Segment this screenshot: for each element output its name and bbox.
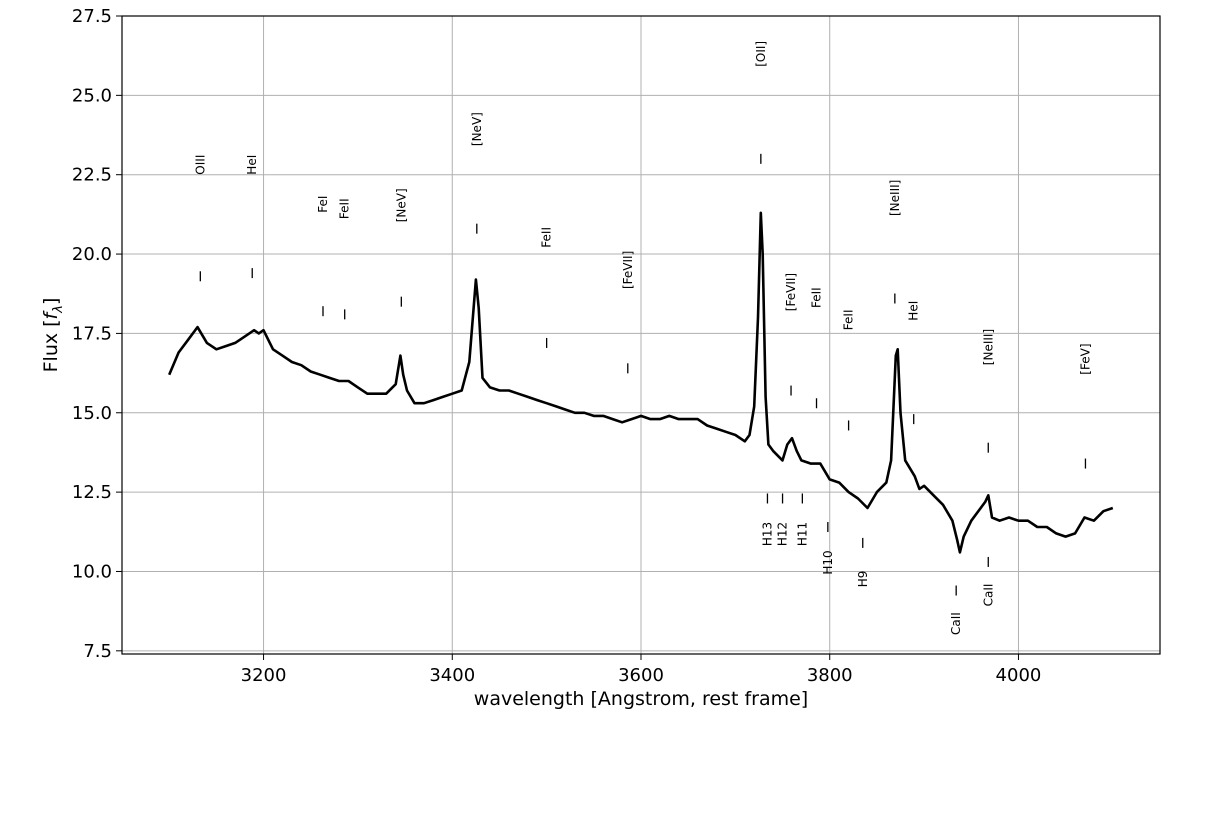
annotation-label: [NeV] [470,112,484,146]
y-tick-label: 10.0 [72,561,112,582]
annotation-label: H9 [856,571,870,588]
annotation-label: FeI [316,196,330,213]
line-annotations: OIII HeI FeI FeII [NeV] [NeV] FeII [FeVII] [OII]… [193,41,1092,635]
y-tick-label: 22.5 [72,165,112,186]
y-tick-label: 27.5 [72,6,112,27]
x-tick-label: 3800 [807,665,853,686]
annotation-label: [NeIII] [981,329,995,365]
grid-lines [122,15,1160,654]
annotation-label: [NeV] [394,188,408,222]
annotation-label: HeI [907,301,921,321]
annotation-label: [FeVII] [784,273,798,311]
y-tick-label: 7.5 [83,641,112,662]
annotation-label: FeII [810,287,824,308]
annotation-label: [FeV] [1079,343,1093,374]
annotation-label: CaII [981,584,995,607]
y-tick-label: 20.0 [72,244,112,265]
x-tick-label: 3600 [618,665,664,686]
x-tick-label: 4000 [996,665,1042,686]
annotation-label: H11 [795,522,809,546]
y-tick-label: 25.0 [72,85,112,106]
x-tick-label: 3200 [241,665,287,686]
annotation-label: FeII [842,309,856,330]
annotation-label: FeII [338,198,352,219]
y-tick-label: 15.0 [72,403,112,424]
annotation-label: [OII] [754,41,768,67]
series-line-flux [168,211,1114,554]
annotation-label: FeII [540,227,554,248]
annotation-label: [FeVII] [621,251,635,289]
annotation-label: H13 [760,522,774,546]
x-tick-label: 3400 [429,665,475,686]
annotation-label: OIII [193,155,207,175]
annotation-label: H10 [821,550,835,574]
annotation-label: CaII [949,612,963,635]
y-tick-label: 12.5 [72,482,112,503]
annotation-label: HeI [245,155,259,175]
axis-ticks: 3200 3400 3600 3800 4000 7.5 10.0 12.5 15.0 17.5 2… [72,6,1041,686]
x-axis-label: wavelength [Angstrom, rest frame] [474,688,808,710]
annotation-label: H12 [776,522,790,546]
y-axis-label: Flux [fλ] [40,298,66,373]
annotation-label: [NeIII] [888,180,902,216]
y-tick-label: 17.5 [72,323,112,344]
